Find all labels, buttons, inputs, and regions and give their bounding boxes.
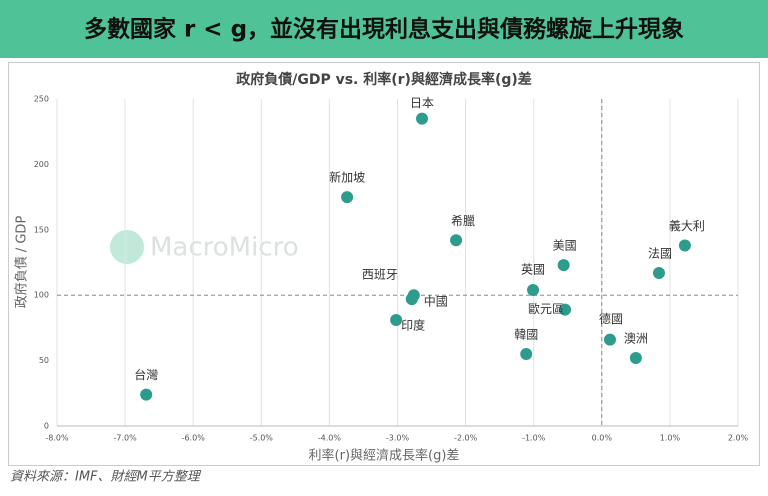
y-tick-label: 200 <box>34 160 49 169</box>
x-tick-label: 0.0% <box>592 434 613 443</box>
point-label: 新加坡 <box>329 170 365 185</box>
y-tick-label: 100 <box>34 291 49 300</box>
point <box>390 314 403 327</box>
point <box>341 191 354 204</box>
x-tick-label: 1.0% <box>660 434 681 443</box>
point <box>559 303 572 316</box>
watermark-text: MacroMicro <box>150 233 299 263</box>
source-note: 資料來源：IMF、財經M平方整理 <box>10 470 202 485</box>
point-label: 日本 <box>410 96 434 110</box>
point <box>603 333 616 346</box>
y-tick-label: 250 <box>34 95 49 104</box>
y-axis-label: 政府負債 / GDP <box>15 216 30 309</box>
y-tick-label: 150 <box>34 225 49 234</box>
x-tick-label: -8.0% <box>45 434 69 443</box>
point <box>678 239 691 252</box>
x-tick-label: -7.0% <box>113 434 137 443</box>
y-tick-label: 0 <box>44 422 49 431</box>
point <box>629 351 642 364</box>
point-label: 英國 <box>521 262 545 276</box>
watermark: MacroMicro <box>110 230 299 264</box>
x-tick-label: -5.0% <box>250 434 274 443</box>
point-label: 韓國 <box>514 328 538 342</box>
point <box>450 234 463 247</box>
point <box>527 283 540 296</box>
point-label: 西班牙 <box>362 268 398 282</box>
x-tick-label: -4.0% <box>318 434 342 443</box>
point <box>520 348 533 361</box>
point <box>653 266 666 279</box>
header-title: 多數國家 r < g，並沒有出現利息支出與債務螺旋上升現象 <box>84 16 684 43</box>
x-tick-label: -2.0% <box>454 434 478 443</box>
y-tick-label: 50 <box>39 356 49 365</box>
x-tick-label: -1.0% <box>522 434 546 443</box>
x-tick-label: 2.0% <box>728 434 749 443</box>
x-tick-label: -6.0% <box>182 434 206 443</box>
point-label: 法國 <box>648 246 672 260</box>
point <box>140 388 153 401</box>
point-label: 德國 <box>599 311 623 326</box>
point-label: 希臘 <box>451 213 475 228</box>
watermark-logo <box>110 230 144 264</box>
point-label: 印度 <box>401 318 425 333</box>
point <box>405 293 418 306</box>
point-label: 歐元區 <box>528 301 564 316</box>
point <box>416 112 429 125</box>
point <box>557 259 570 272</box>
point-label: 澳洲 <box>624 331 648 345</box>
chart-title: 政府負債/GDP vs. 利率(r)與經濟成長率(g)差 <box>236 71 532 88</box>
point-label: 義大利 <box>669 218 705 233</box>
point-label: 美國 <box>553 239 577 253</box>
point-label: 中國 <box>424 294 448 309</box>
header-band <box>0 0 768 58</box>
x-axis-label: 利率(r)與經濟成長率(g)差 <box>309 448 460 464</box>
point-label: 台灣 <box>134 367 158 382</box>
chart-card <box>8 62 760 466</box>
x-tick-label: -3.0% <box>386 434 410 443</box>
